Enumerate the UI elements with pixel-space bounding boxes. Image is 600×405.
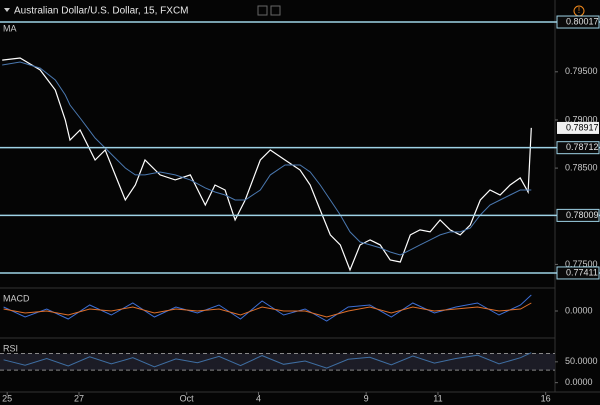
series-line [3, 302, 532, 318]
chart-title: Australian Dollar/U.S. Dollar, 15, FXCM [14, 6, 189, 17]
x-tick-label: 25 [2, 393, 12, 403]
series-line [3, 352, 532, 369]
price-label-box [556, 208, 600, 222]
series-line [3, 294, 532, 322]
button[interactable] [270, 5, 281, 16]
y-tick-label: 0.77500 [565, 259, 598, 269]
x-tick-label: Oct [180, 393, 195, 403]
last-price-box [557, 121, 599, 134]
y-tick-label: 0.0000 [565, 305, 593, 315]
x-tick-label: 27 [74, 393, 84, 403]
indicator-label: MA [3, 23, 17, 33]
x-tick-label: 9 [364, 393, 369, 403]
button[interactable] [257, 5, 268, 16]
header-buttons [257, 5, 281, 16]
price-label: 0.78712 [566, 142, 599, 152]
x-tick-label: 11 [433, 393, 442, 403]
price-label: 0.80017 [566, 16, 599, 26]
indicator-label: MACD [3, 293, 30, 303]
price-label: 0.77411 [566, 267, 598, 277]
x-tick-label: 4 [256, 393, 261, 403]
series-line [2, 57, 532, 272]
symbol-menu[interactable] [4, 8, 10, 12]
y-tick-label: 0.79000 [565, 114, 598, 124]
y-tick-label: 50.0000 [565, 356, 598, 366]
price-label-box [556, 15, 600, 29]
indicator-label: RSI [3, 343, 18, 353]
last-price-label: 0.78917 [566, 122, 599, 132]
price-label-box [556, 266, 600, 280]
y-tick-label: 0.0000 [565, 377, 593, 387]
price-label: 0.78009 [566, 210, 599, 220]
y-tick-label: 0.78500 [565, 162, 598, 172]
price-label-box [556, 141, 600, 155]
alert-mark: ! [578, 6, 580, 15]
y-tick-label: 0.79500 [565, 66, 598, 76]
x-tick-label: 16 [541, 393, 551, 403]
